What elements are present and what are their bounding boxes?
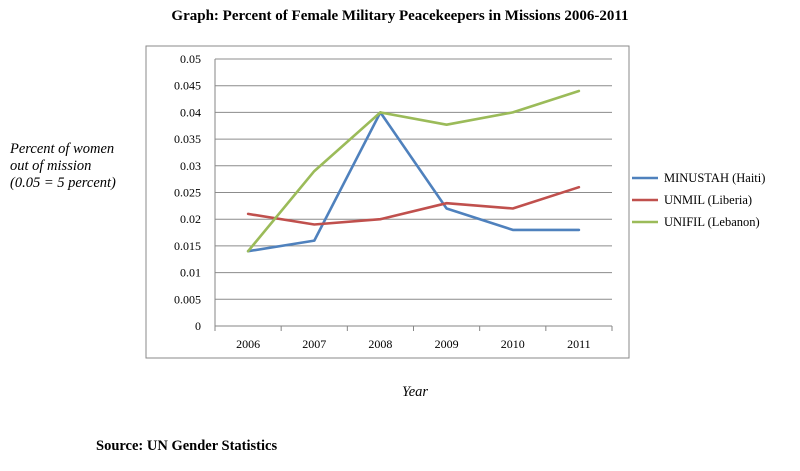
legend-label: UNMIL (Liberia)	[664, 193, 752, 207]
y-tick-label: 0.05	[180, 52, 201, 66]
y-tick-label: 0.035	[174, 132, 201, 146]
source-note: Source: UN Gender Statistics	[96, 438, 278, 454]
series-line	[246, 185, 581, 226]
y-tick-label: 0	[195, 319, 201, 333]
y-axis-label-line-3: (0.05 = 5 percent)	[10, 175, 116, 191]
y-tick-label: 0.045	[174, 79, 201, 93]
x-tick-label: 2009	[435, 337, 459, 351]
x-tick-label: 2008	[368, 337, 392, 351]
legend: MINUSTAH (Haiti) UNMIL (Liberia) UNIFIL (L…	[632, 171, 765, 229]
series-lines	[246, 89, 581, 253]
series-line	[246, 111, 581, 253]
x-axis-label: Year	[402, 384, 429, 400]
y-tick-label: 0.015	[174, 239, 201, 253]
x-tick-label: 2010	[501, 337, 525, 351]
y-tick-label: 0.01	[180, 266, 201, 280]
axes: 0 0.005 0.01 0.015 0.02 0.025 0.03 0.035 0.04 0.0…	[174, 52, 613, 351]
chart-title: Graph: Percent of Female Military Peacek…	[171, 8, 629, 24]
y-axis-label: Percent of women out of mission (0.05 = …	[10, 141, 150, 192]
chart-frame	[145, 45, 630, 359]
y-tick-label: 0.03	[180, 159, 201, 173]
x-tick-label: 2006	[236, 337, 260, 351]
legend-label: MINUSTAH (Haiti)	[664, 171, 765, 185]
series-line	[246, 89, 581, 253]
legend-label: UNIFIL (Lebanon)	[664, 215, 760, 229]
y-tick-label: 0.025	[174, 186, 201, 200]
x-tick-label: 2011	[567, 337, 591, 351]
y-axis-label-line-1: Percent of women	[10, 141, 115, 157]
y-tick-label: 0.04	[180, 105, 201, 119]
y-tick-label: 0.02	[180, 212, 201, 226]
x-tick-label: 2007	[302, 337, 326, 351]
y-tick-label: 0.005	[174, 292, 201, 306]
y-axis-label-line-2: out of mission	[10, 158, 92, 174]
